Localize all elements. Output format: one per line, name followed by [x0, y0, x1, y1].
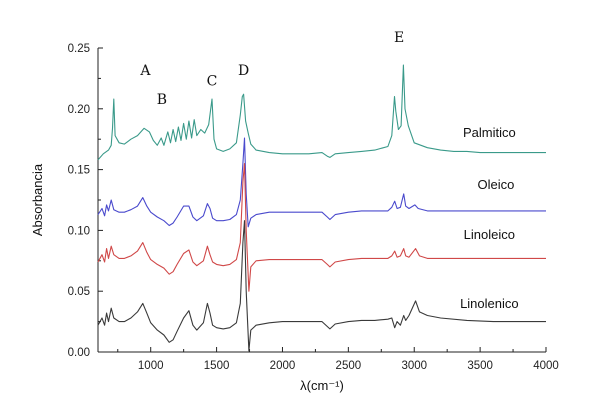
series-line	[97, 64, 546, 161]
x-tick-label: 3500	[467, 360, 493, 372]
series-label: Linoleico	[464, 227, 515, 242]
x-tick-label: 4000	[533, 360, 559, 372]
axes: 1000 1500 2000 2500 3000 3500 4000 0.00 0.05 0.10…	[68, 43, 559, 372]
y-tick-label: 0.15	[68, 165, 90, 177]
series-line	[97, 137, 546, 228]
y-tick-label: 0.10	[68, 225, 90, 237]
x-tick-label: 2000	[270, 360, 296, 372]
y-tick-label: 0.00	[68, 347, 90, 359]
x-tick-label: 1500	[204, 360, 230, 372]
peak-annotation: C	[207, 74, 218, 90]
y-tick-label: 0.05	[68, 286, 90, 298]
peak-annotation: D	[238, 63, 249, 79]
series-line	[97, 162, 546, 292]
y-tick-label: 0.20	[68, 104, 90, 116]
series-label: Palmitico	[463, 125, 516, 140]
x-axis-title: λ(cm⁻¹)	[300, 378, 344, 393]
x-tick-label: 3000	[401, 360, 427, 372]
chart-labels: λ(cm⁻¹) Absorbancia Palmitico Oleico Linolei…	[30, 30, 519, 393]
peak-annotation: A	[139, 63, 151, 79]
series-line	[97, 220, 546, 352]
peak-annotation: E	[394, 30, 404, 46]
series-label: Oleico	[477, 177, 514, 192]
y-tick-label: 0.25	[68, 43, 90, 55]
series-label: Linolenico	[460, 296, 519, 311]
y-axis-title: Absorbancia	[30, 163, 45, 236]
x-tick-label: 2500	[336, 360, 362, 372]
peak-annotation: B	[157, 92, 167, 108]
plot-area	[97, 64, 546, 352]
x-tick-label: 1000	[138, 360, 164, 372]
